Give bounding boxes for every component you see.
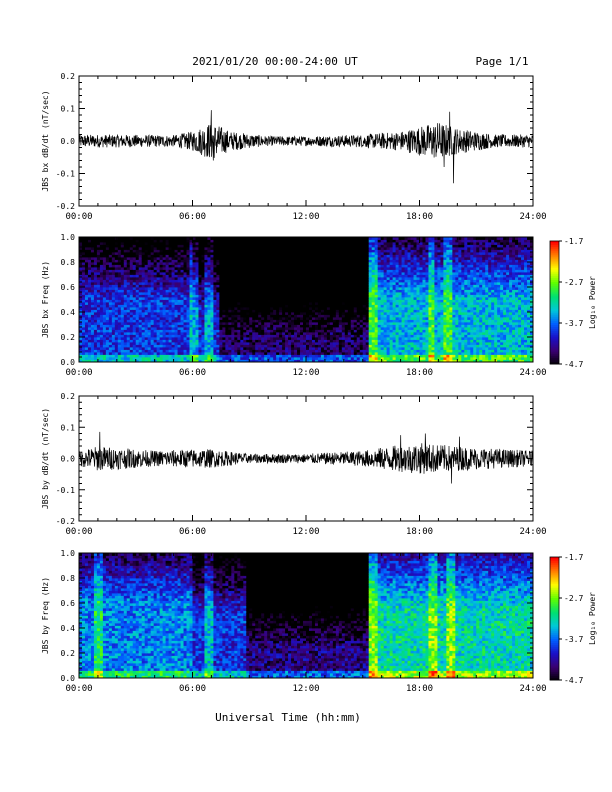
y-tick-label: 0.2 xyxy=(61,392,76,401)
x-tick-label: 06:00 xyxy=(179,368,206,378)
bx-colorbar: -1.7 -2.7 -3.7 -4.7 Log₁₀ Power xyxy=(549,237,597,369)
page-indicator: Page 1/1 xyxy=(476,55,529,68)
y-tick-label: 0.8 xyxy=(61,258,76,267)
y-tick-label: 0.4 xyxy=(61,624,76,633)
y-tick-label: 0.0 xyxy=(61,137,76,146)
y-axis-label: JBS by dB/dt (nT/sec) xyxy=(41,408,50,509)
figure-title: 2021/01/20 00:00-24:00 UT xyxy=(192,55,358,68)
x-tick-label: 12:00 xyxy=(292,527,319,537)
x-tick-label: 18:00 xyxy=(406,368,433,378)
y-tick-label: 0.6 xyxy=(61,283,76,292)
y-tick-label: 0.2 xyxy=(61,649,76,658)
spectrogram-cells xyxy=(79,237,534,363)
x-tick-label: 24:00 xyxy=(519,212,546,222)
y-tick-label: -0.1 xyxy=(56,486,75,495)
colorbar-tick-label: -4.7 xyxy=(564,676,583,685)
colorbar-label: Log₁₀ Power xyxy=(588,592,597,645)
colorbar-tick-label: -1.7 xyxy=(564,237,583,246)
x-tick-label: 24:00 xyxy=(519,684,546,694)
by-colorbar: -1.7 -2.7 -3.7 -4.7 Log₁₀ Power xyxy=(549,553,597,685)
waveform-series xyxy=(78,110,534,184)
y-tick-label: 0.0 xyxy=(61,455,76,464)
spectrogram-cells xyxy=(79,553,534,679)
colorbar-tick-label: -2.7 xyxy=(564,594,583,603)
x-axis-title: Universal Time (hh:mm) xyxy=(215,711,361,724)
by-waveform-panel: 00:00 06:00 12:00 18:00 24:00 0.2 0.1 0.0 -0.1 -0… xyxy=(41,392,547,537)
y-tick-label: -0.1 xyxy=(56,170,75,179)
colorbar-tick-label: -3.7 xyxy=(564,635,583,644)
y-tick-label: 0.4 xyxy=(61,308,76,317)
y-tick-label: 0.2 xyxy=(61,333,76,342)
x-tick-label: 06:00 xyxy=(179,212,206,222)
y-tick-label: 0.8 xyxy=(61,574,76,583)
y-tick-label: 0.0 xyxy=(61,674,76,683)
x-tick-label: 24:00 xyxy=(519,527,546,537)
y-tick-label: 1.0 xyxy=(61,233,76,242)
y-tick-label: 0.2 xyxy=(61,72,76,81)
colorbar-tick-label: -2.7 xyxy=(564,278,583,287)
y-tick-label: 0.1 xyxy=(61,105,76,114)
x-tick-label: 18:00 xyxy=(406,212,433,222)
colorbar-label: Log₁₀ Power xyxy=(588,276,597,329)
x-tick-label: 00:00 xyxy=(65,684,92,694)
y-tick-label: 0.1 xyxy=(61,423,76,432)
y-axis-label: JBS bx dB/dt (nT/sec) xyxy=(41,90,50,191)
y-tick-label: 0.6 xyxy=(61,599,76,608)
by-spectrogram-panel: 00:00 06:00 12:00 18:00 24:00 1.0 0.8 0.6 0.4 0.2… xyxy=(41,549,547,694)
y-tick-label: 0.0 xyxy=(61,358,76,367)
y-tick-label: -0.2 xyxy=(56,202,75,211)
y-axis-label: JBS bx Freq (Hz) xyxy=(41,261,50,338)
bx-waveform-panel: 00:00 06:00 12:00 18:00 24:00 0.2 0.1 0.0 -0.1 -0… xyxy=(41,72,547,222)
x-tick-label: 00:00 xyxy=(65,368,92,378)
x-tick-label: 24:00 xyxy=(519,368,546,378)
x-tick-label: 00:00 xyxy=(65,527,92,537)
y-axis-label: JBS by Freq (Hz) xyxy=(41,577,50,654)
colorbar-tick-label: -1.7 xyxy=(564,553,583,562)
x-tick-label: 18:00 xyxy=(406,684,433,694)
colorbar-tick-label: -4.7 xyxy=(564,360,583,369)
y-tick-label: 1.0 xyxy=(61,549,76,558)
y-tick-label: -0.2 xyxy=(56,517,75,526)
x-tick-label: 00:00 xyxy=(65,212,92,222)
colorbar-tick-label: -3.7 xyxy=(564,319,583,328)
waveform-series xyxy=(78,431,534,484)
x-tick-label: 06:00 xyxy=(179,684,206,694)
x-tick-label: 18:00 xyxy=(406,527,433,537)
x-tick-label: 12:00 xyxy=(292,212,319,222)
bx-spectrogram-panel: 00:00 06:00 12:00 18:00 24:00 1.0 0.8 0.6 0.4 0.2… xyxy=(41,233,547,378)
x-tick-label: 12:00 xyxy=(292,684,319,694)
x-tick-label: 12:00 xyxy=(292,368,319,378)
x-tick-label: 06:00 xyxy=(179,527,206,537)
